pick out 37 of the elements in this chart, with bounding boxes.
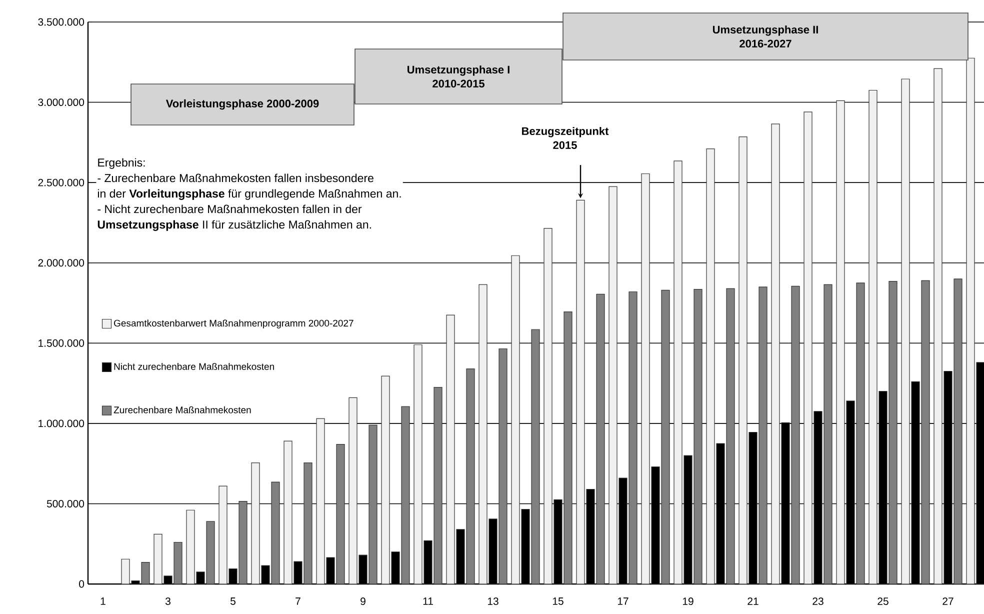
x-tick-label: 13: [488, 598, 498, 605]
x-tick-label: 9: [360, 598, 366, 605]
x-tick-label: 21: [748, 598, 758, 605]
annotation: Umsetzungsphase II: [712, 25, 818, 36]
y-tick-label: 3.000.000: [38, 98, 84, 106]
y-tick-label: 500.000: [46, 500, 84, 508]
x-tick-label: 27: [942, 598, 954, 605]
y-tick-label: 2.500.000: [38, 178, 84, 186]
x-tick-label: 23: [812, 598, 824, 605]
y-tick-label: 0: [79, 580, 84, 588]
x-tick-label: 5: [230, 598, 236, 605]
x-tick-label: 19: [682, 598, 694, 605]
x-tick-label: 1: [100, 598, 106, 605]
annotation: 2015: [553, 141, 577, 150]
legend-label: Gesamtkostenbarwert Maßnahmenprogramm 2000-2027: [114, 320, 354, 328]
x-tick-label: 15: [552, 598, 564, 605]
x-tick-label: 11: [423, 598, 433, 605]
annotation: 2016-2027: [740, 40, 792, 48]
x-tick-label: 7: [296, 598, 300, 605]
annotation: Bezugszeitpunkt: [522, 126, 609, 138]
x-tick-label: 3: [165, 598, 170, 605]
legend-label: Nicht zurechenbare Maßnahmekosten: [114, 362, 274, 370]
annotation: - Zurechenbare Maßnahmekosten fallen insbesondere: [98, 174, 374, 182]
y-tick-label: 3.500.000: [38, 18, 84, 26]
y-tick-label: 1.500.000: [38, 339, 84, 347]
legend-label: Zurechenbare Maßnahmekosten: [114, 406, 251, 414]
annotation: 2010-2015: [432, 80, 484, 88]
annotation: Ergebnis:: [98, 158, 145, 169]
annotation: Umsetzungsphase II für zusätzliche Maßnahmen an.: [98, 220, 371, 231]
annotation: Vorleistungsphase 2000-2009: [166, 99, 319, 110]
annotation: in der Vorleitungsphase für grundlegende Maßnahmen an.: [98, 189, 401, 200]
x-tick-label: 17: [618, 598, 628, 605]
annotation: Umsetzungsphase I: [408, 65, 510, 76]
annotation: - Nicht zurechenbare Maßnahmekosten fallen in der: [98, 204, 362, 214]
y-tick-label: 2.000.000: [38, 259, 84, 267]
x-tick-label: 25: [878, 598, 888, 605]
y-tick-label: 1.000.000: [38, 420, 84, 428]
